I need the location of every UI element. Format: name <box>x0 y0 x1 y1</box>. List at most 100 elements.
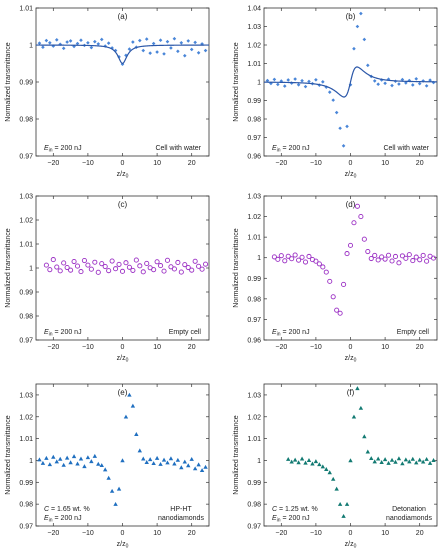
data-point <box>96 461 101 466</box>
plot-frame <box>35 7 210 157</box>
data-point <box>37 457 42 462</box>
data-point <box>306 253 312 260</box>
data-point <box>106 268 112 274</box>
data-point <box>57 268 63 274</box>
y-tick-label: 0.98 <box>247 296 261 303</box>
y-tick-label: 1.03 <box>247 194 261 201</box>
x-tick-label: −10 <box>310 530 322 537</box>
data-point <box>372 79 377 83</box>
data-point <box>50 257 56 263</box>
data-point <box>133 257 139 263</box>
y-tick-label: 1.01 <box>19 436 33 443</box>
x-axis-title: z/z0 <box>117 355 129 364</box>
data-point <box>203 464 208 469</box>
x-tick-label: −10 <box>82 530 94 537</box>
y-tick-label: 1 <box>257 80 261 87</box>
data-point <box>85 455 91 460</box>
data-point <box>82 464 87 469</box>
data-point <box>89 459 94 464</box>
data-point <box>397 82 401 86</box>
data-point <box>78 456 84 461</box>
data-point <box>376 82 380 87</box>
data-point <box>185 264 191 271</box>
data-point <box>351 414 357 419</box>
data-point <box>123 414 129 419</box>
data-point <box>165 460 170 465</box>
data-point <box>179 465 184 470</box>
data-point <box>106 475 111 480</box>
data-point <box>379 254 385 260</box>
x-tick-label: −20 <box>47 160 59 167</box>
y-tick-label: 0.97 <box>247 135 261 142</box>
x-tick-label: 0 <box>121 344 125 351</box>
data-point <box>137 448 142 453</box>
y-axis-title: Normalized transmittance <box>233 228 240 307</box>
panel-label: (a) <box>118 12 128 21</box>
data-point <box>189 47 194 52</box>
data-point <box>316 261 322 267</box>
data-point <box>127 392 132 397</box>
x-tick-label: −10 <box>310 344 322 351</box>
x-tick-label: 20 <box>416 160 424 167</box>
data-point <box>351 220 357 226</box>
y-tick-label: 0.97 <box>19 524 33 531</box>
data-point <box>352 46 356 51</box>
data-point <box>410 456 415 461</box>
data-point <box>131 40 135 44</box>
data-point <box>341 144 346 148</box>
data-point <box>138 38 142 43</box>
data-point <box>43 262 49 268</box>
data-point <box>113 266 119 272</box>
data-point <box>144 260 150 266</box>
x-tick-label: 0 <box>121 530 125 537</box>
x-tick-label: 10 <box>153 530 161 537</box>
data-point <box>140 269 146 275</box>
data-point <box>158 38 163 42</box>
data-point <box>327 278 333 284</box>
data-point <box>124 53 128 58</box>
data-point <box>271 254 277 260</box>
y-tick-label: 1.02 <box>19 414 33 421</box>
data-point <box>148 51 152 55</box>
data-point <box>361 236 367 242</box>
panel-label: (e) <box>118 388 128 397</box>
y-tick-label: 1.01 <box>19 6 33 13</box>
data-point <box>414 460 419 465</box>
data-point <box>162 52 166 56</box>
data-point <box>345 124 349 129</box>
y-tick-label: 0.99 <box>247 98 261 105</box>
data-point <box>96 42 101 46</box>
x-tick-label: 20 <box>188 530 196 537</box>
data-point <box>169 46 173 50</box>
data-point <box>51 454 56 459</box>
data-point <box>424 258 430 264</box>
data-point <box>344 251 350 257</box>
y-tick-label: 0.98 <box>19 117 33 124</box>
data-point <box>406 252 412 258</box>
x-tick-label: −10 <box>82 344 94 351</box>
data-point <box>199 468 205 473</box>
data-point <box>141 48 146 53</box>
data-point <box>182 459 187 464</box>
data-point <box>420 459 426 464</box>
y-tick-label: 0.97 <box>19 154 33 161</box>
x-tick-label: 20 <box>416 344 424 351</box>
data-point <box>430 255 437 261</box>
data-point <box>359 11 363 16</box>
data-points <box>37 392 208 506</box>
data-points <box>43 257 209 275</box>
data-point <box>89 45 94 50</box>
y-axis-title: Normalized transmittance <box>5 415 12 494</box>
data-point <box>127 47 132 51</box>
data-point <box>141 456 146 461</box>
data-point <box>365 449 370 454</box>
data-point <box>158 461 163 466</box>
annotation-left: Ein = 200 nJ <box>272 515 310 524</box>
y-tick-label: 1.02 <box>19 218 33 225</box>
y-tick-label: 1.04 <box>247 6 261 13</box>
data-point <box>171 266 177 272</box>
data-point <box>58 456 63 461</box>
data-point <box>396 260 402 266</box>
data-point <box>165 39 170 44</box>
data-point <box>348 458 353 463</box>
